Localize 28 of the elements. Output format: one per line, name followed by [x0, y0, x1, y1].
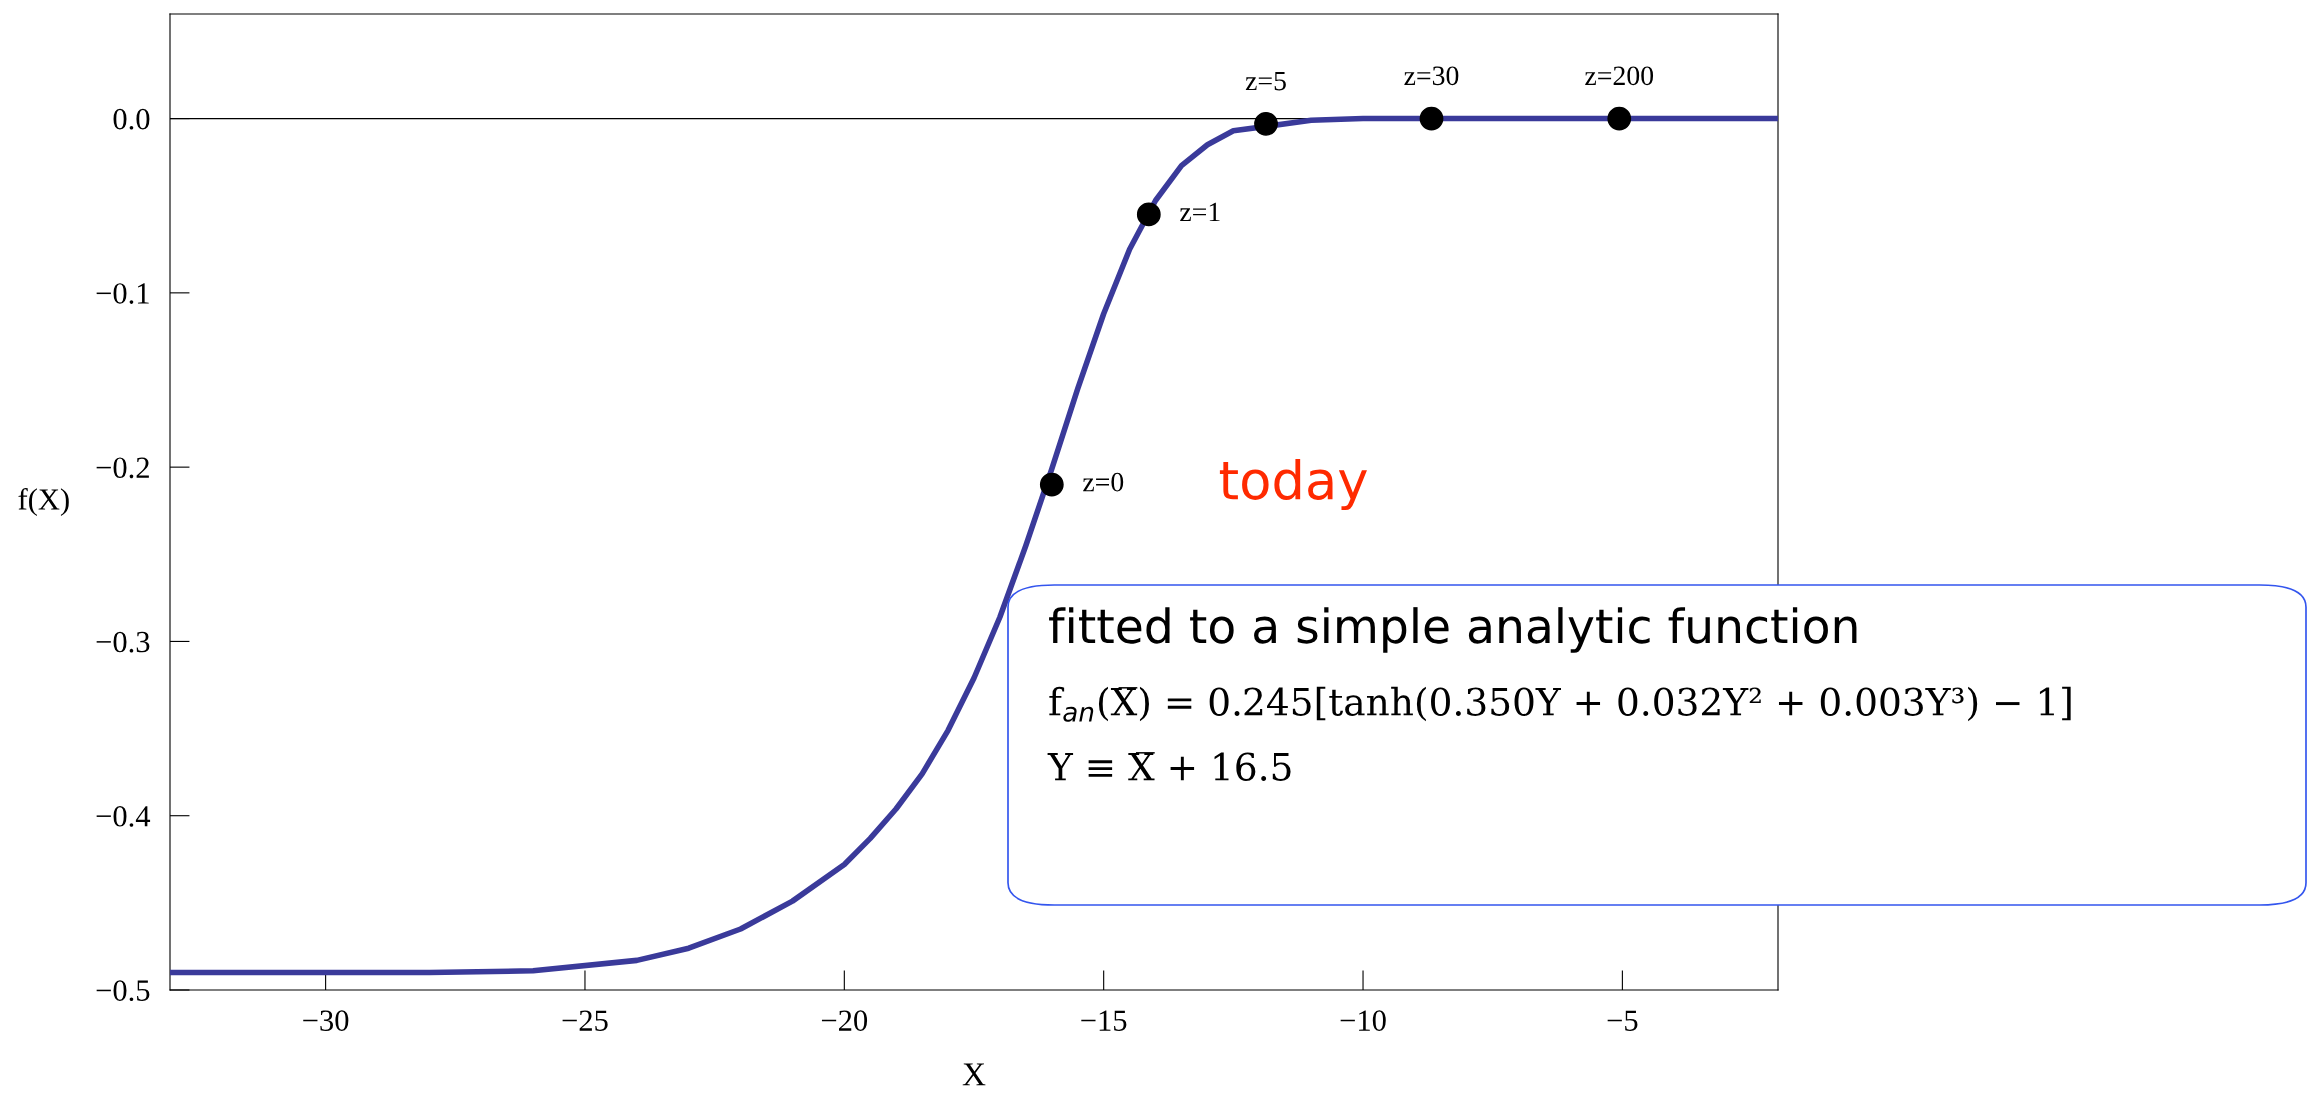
x-tick-label: −5 [1607, 1010, 1638, 1031]
y-tick-label: −0.5 [96, 980, 150, 1002]
x-tick-label: −10 [1340, 1010, 1386, 1031]
y-axis-title: f(X) [18, 487, 69, 517]
x-tick-label: −20 [821, 1010, 868, 1031]
annotation: z=5 [1245, 71, 1286, 91]
x-tick-label: −15 [1081, 1010, 1127, 1031]
y-tick-label: −0.3 [96, 631, 150, 653]
y-tick-label: −0.1 [96, 283, 149, 304]
y-tick-label: −0.2 [96, 457, 149, 479]
y-tick-label: 0.0 [113, 108, 150, 130]
x-tick-label: −25 [562, 1010, 608, 1031]
y-tick-label: −0.4 [96, 806, 151, 827]
point [1254, 111, 1278, 136]
point [1607, 106, 1632, 131]
annotation: f$_{an}$(X̅) = 0.245[tanh(0.350Y + 0.032Y² + 0.003Y³) − 1] [1049, 686, 2071, 722]
x-tick-label: −30 [303, 1010, 349, 1031]
point [1136, 202, 1161, 227]
annotation: Y ≡ X̅ + 16.5 [1047, 752, 1291, 781]
x-axis-title: X [962, 1063, 986, 1086]
annotation: z=200 [1585, 66, 1654, 86]
annotation: fitted to a simple analytic function [1049, 607, 1857, 653]
annotation: z=0 [1083, 472, 1124, 492]
annotation: z=30 [1404, 66, 1459, 86]
annotation: today [1219, 459, 1367, 511]
point [1419, 106, 1444, 131]
annotation: z=1 [1180, 202, 1220, 222]
point [1039, 472, 1064, 497]
